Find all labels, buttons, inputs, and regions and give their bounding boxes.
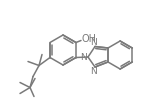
Text: N: N xyxy=(91,38,97,47)
Text: N: N xyxy=(81,52,87,62)
Text: N: N xyxy=(91,66,97,76)
Text: OH: OH xyxy=(82,34,97,44)
